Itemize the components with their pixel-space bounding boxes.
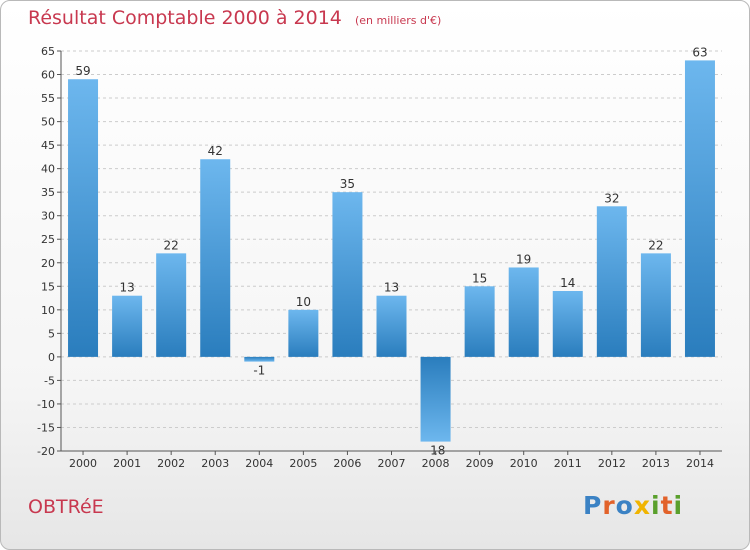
y-tick-label: 40	[41, 163, 55, 176]
data-label-2001: 13	[119, 281, 134, 295]
y-tick-label: 45	[41, 139, 55, 152]
data-label-2010: 19	[516, 252, 531, 266]
chart-header: Résultat Comptable 2000 à 2014 (en milli…	[28, 7, 441, 29]
data-label-2007: 13	[384, 281, 399, 295]
bar-2010	[508, 267, 539, 357]
bar-2013	[640, 253, 671, 357]
data-label-2009: 15	[472, 271, 487, 285]
data-label-2012: 32	[604, 191, 619, 205]
bar-2002	[156, 253, 187, 357]
x-tick-label-2005: 2005	[289, 457, 317, 470]
bar-2009	[464, 286, 495, 357]
bar-2006	[332, 192, 363, 357]
y-tick-label: 20	[41, 257, 55, 270]
x-axis-ticks: 2000 2001 2002 2003 2004 2005 2006 2007 2008 2009…	[69, 451, 714, 470]
bar-2004	[244, 356, 275, 362]
y-tick-label: -15	[37, 421, 55, 434]
x-tick-label-2006: 2006	[333, 457, 361, 470]
x-tick-label-2009: 2009	[466, 457, 494, 470]
y-tick-label: 50	[41, 116, 55, 129]
y-tick-label: 65	[41, 45, 55, 58]
y-tick-label: -5	[44, 374, 55, 387]
y-tick-label: 35	[41, 186, 55, 199]
bar-2014	[684, 60, 715, 357]
bar-2000	[68, 79, 99, 357]
commune-name: OBTRéE	[28, 496, 104, 518]
y-tick-label: 0	[48, 351, 55, 364]
y-tick-label: 30	[41, 210, 55, 223]
bar-2012	[596, 206, 627, 357]
x-tick-label-2000: 2000	[69, 457, 97, 470]
y-tick-label: -10	[37, 398, 55, 411]
y-tick-label: 5	[48, 327, 55, 340]
x-tick-label-2012: 2012	[598, 457, 626, 470]
data-label-2014: 63	[692, 45, 707, 59]
y-tick-label: 10	[41, 304, 55, 317]
x-tick-label-2014: 2014	[686, 457, 714, 470]
data-label-2003: 42	[208, 144, 223, 158]
x-tick-label-2002: 2002	[157, 457, 185, 470]
y-tick-label: -20	[37, 445, 55, 458]
x-tick-label-2003: 2003	[201, 457, 229, 470]
y-tick-label: 55	[41, 92, 55, 105]
data-label-2005: 10	[296, 295, 311, 309]
logo-letter: x	[633, 491, 651, 520]
bar-2011	[552, 291, 583, 357]
x-tick-label-2004: 2004	[245, 457, 273, 470]
x-tick-label-2007: 2007	[378, 457, 406, 470]
proxiti-logo[interactable]: Proxiti	[583, 491, 683, 520]
logo-letter: i	[673, 491, 684, 520]
y-tick-label: 25	[41, 233, 55, 246]
logo-letter: t	[660, 491, 674, 520]
x-tick-label-2010: 2010	[510, 457, 538, 470]
x-tick-label-2013: 2013	[642, 457, 670, 470]
bar-2008	[420, 356, 451, 442]
logo-letter: o	[615, 491, 634, 520]
data-label-2006: 35	[340, 177, 355, 191]
y-axis-ticks: -20 -15 -10 -5 0 5 10 15 20 25 30 35 40 45 50 55 60 65	[37, 45, 61, 458]
logo-letter: i	[651, 491, 661, 520]
grid-lines	[61, 50, 722, 452]
x-tick-label-2001: 2001	[113, 457, 141, 470]
bar-2003	[200, 159, 231, 357]
y-tick-label: 15	[41, 280, 55, 293]
data-label-2000: 59	[75, 64, 90, 78]
data-label-2011: 14	[560, 276, 575, 290]
logo-letter: P	[583, 491, 603, 520]
x-tick-label-2011: 2011	[554, 457, 582, 470]
y-tick-label: 60	[41, 69, 55, 82]
data-label-2013: 22	[648, 238, 663, 252]
data-label-2004: -1	[253, 364, 265, 378]
bar-2005	[288, 309, 319, 357]
data-label-2002: 22	[164, 238, 179, 252]
x-tick-label-2008: 2008	[422, 457, 450, 470]
bars	[68, 60, 715, 442]
chart-title: Résultat Comptable 2000 à 2014	[28, 7, 342, 29]
bar-2001	[112, 295, 143, 357]
bar-2007	[376, 295, 407, 357]
chart-subtitle: (en milliers d'€)	[354, 14, 442, 27]
logo-letter: r	[602, 491, 616, 520]
